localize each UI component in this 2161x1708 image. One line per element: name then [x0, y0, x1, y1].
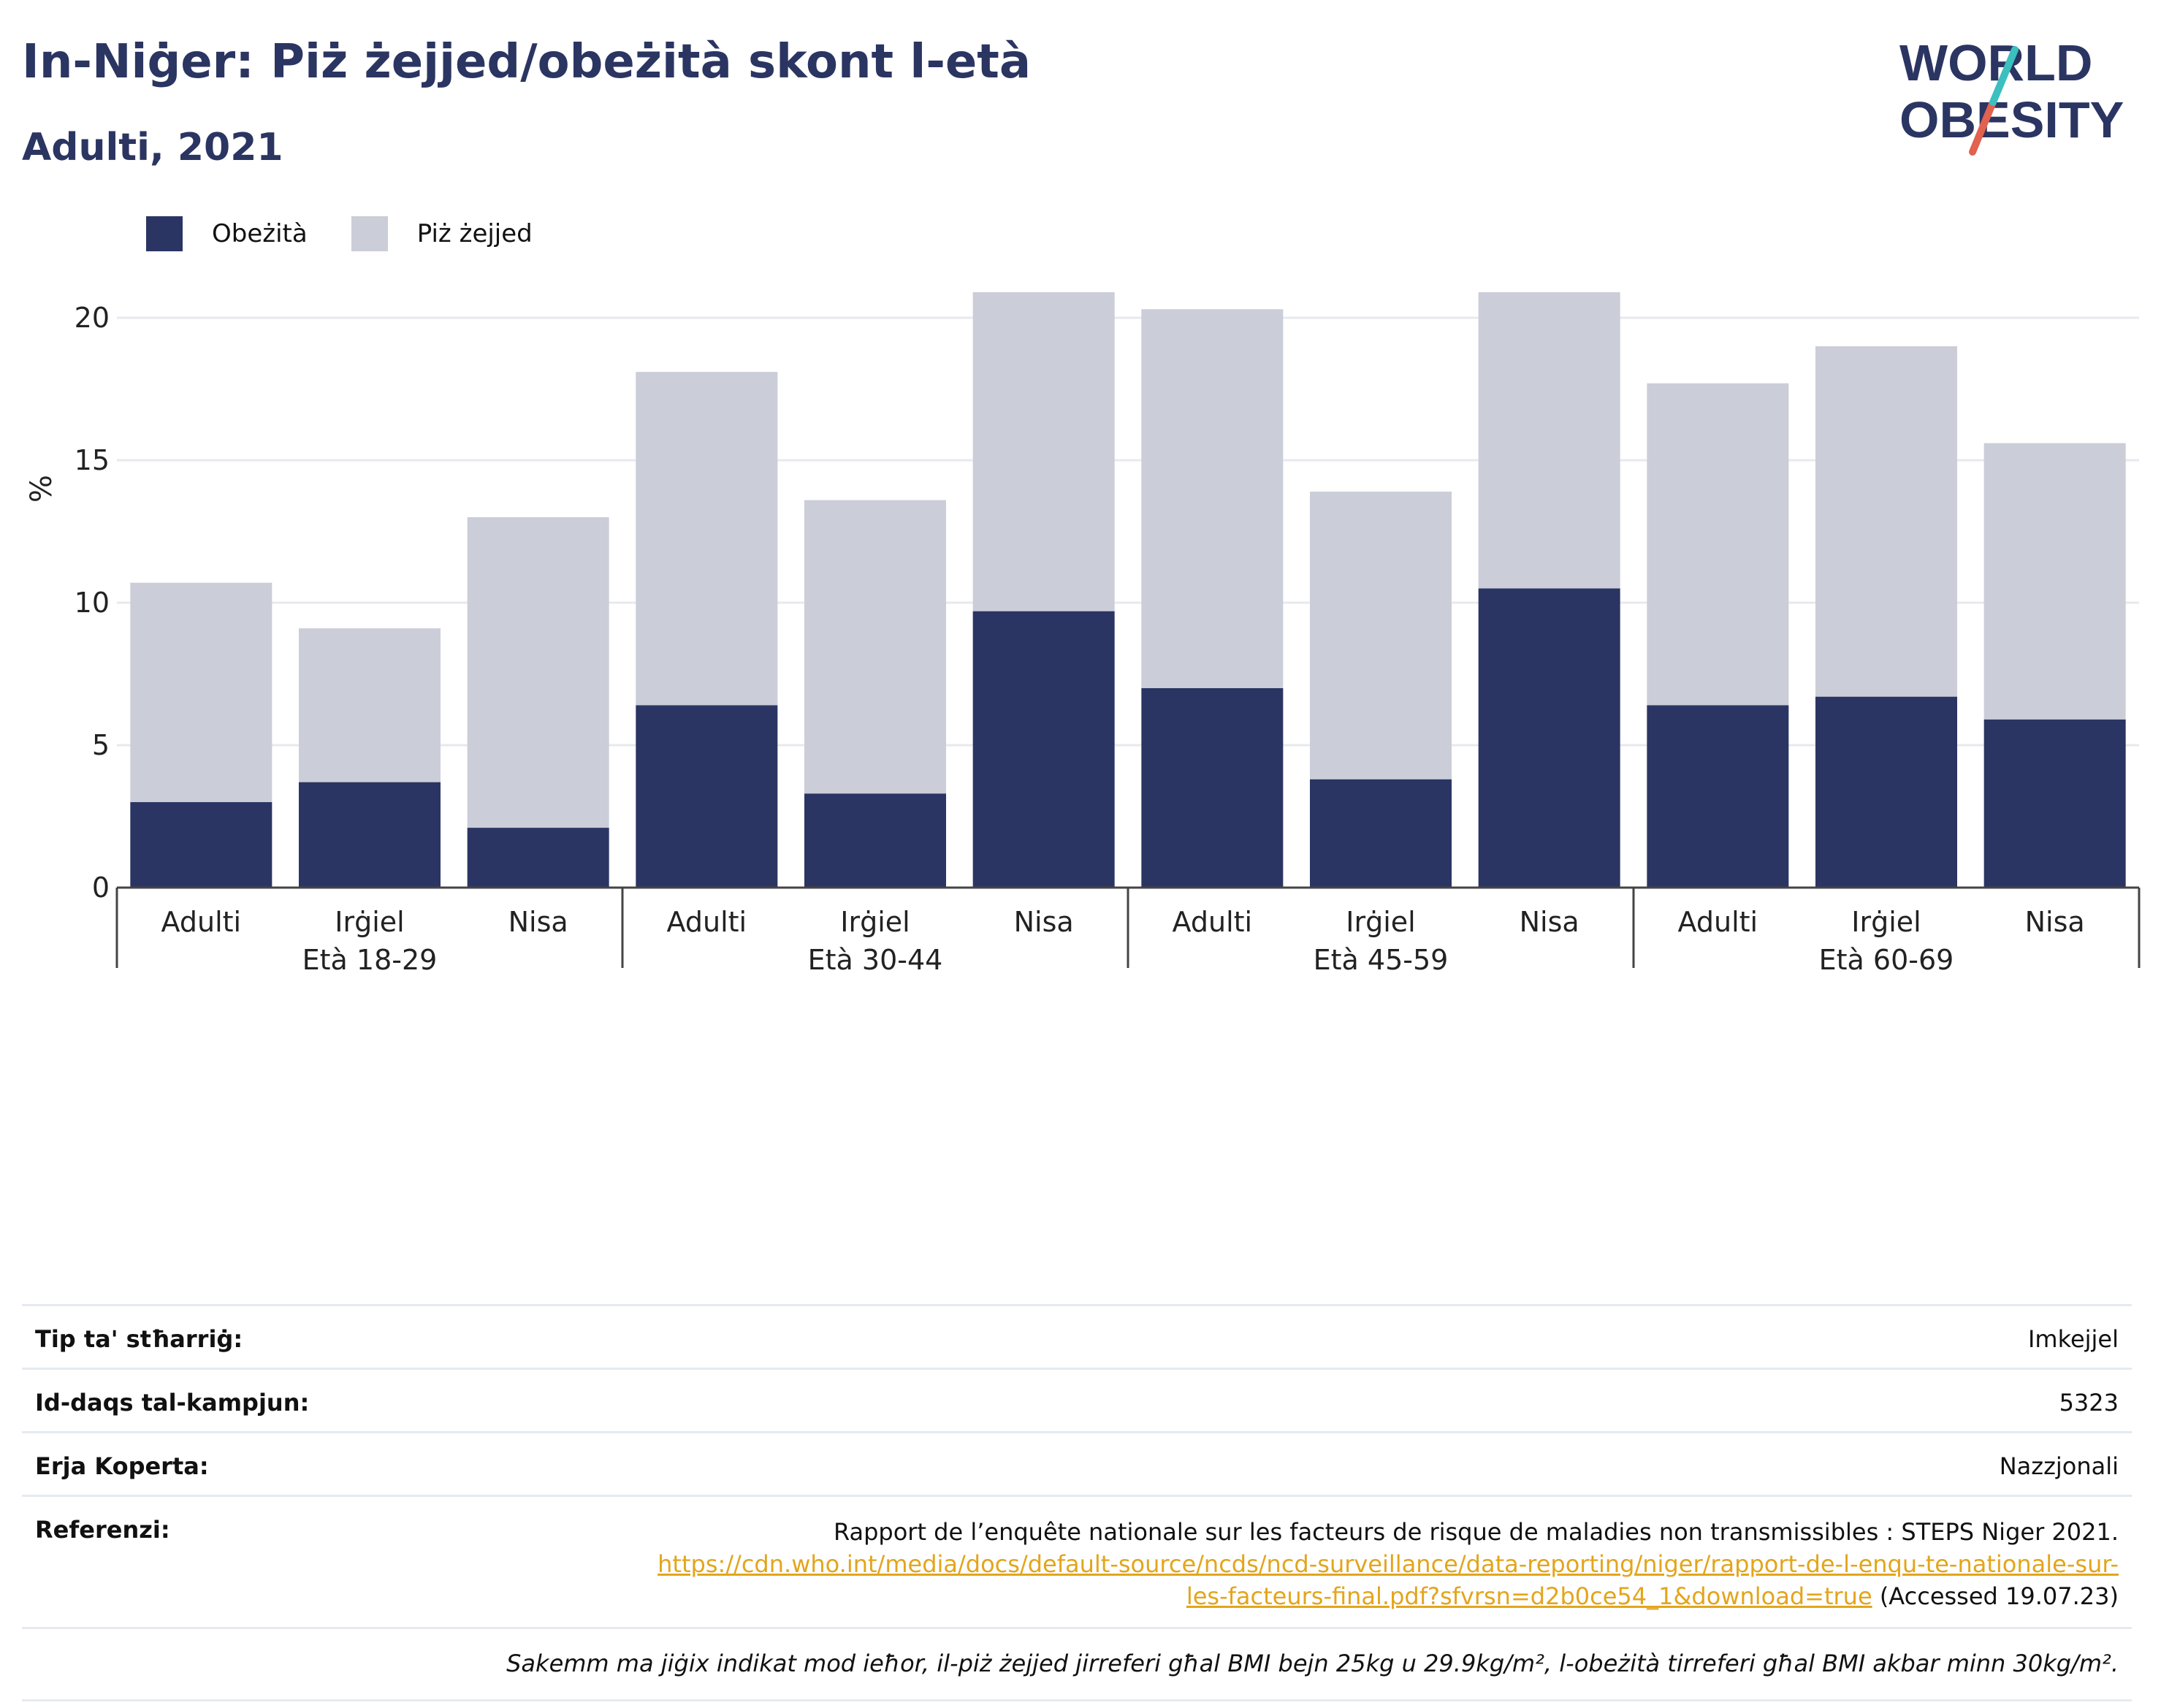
logo-line1: WORLD [1899, 34, 2092, 91]
y-axis-label: % [25, 475, 58, 503]
x-tick-label: Irġiel [1346, 906, 1415, 938]
bar-overweight [1478, 292, 1620, 589]
bar-overweight [636, 372, 778, 706]
bar-chart: 0510152025%AdultiIrġielNisaAdultiIrġielN… [25, 292, 2141, 976]
footnote: Sakemm ma jiġix indikat mod ieħor, il-pi… [22, 1627, 2132, 1701]
bar-overweight [130, 582, 272, 802]
reference-text: Rapport de l’enquête nationale sur les f… [833, 1518, 2119, 1546]
bar-overweight [972, 292, 1115, 611]
meta-label: Referenzi: [35, 1516, 170, 1544]
legend-label-obesity: Obeżità [212, 219, 308, 248]
bar-obesity [1815, 696, 1957, 888]
bar-overweight [1141, 309, 1284, 688]
bar-obesity [1647, 705, 1789, 888]
bar-obesity [1310, 779, 1452, 888]
bar-overweight [1815, 346, 1957, 697]
y-tick-label: 5 [92, 729, 110, 761]
world-obesity-logo: WORLD OBESITY [1899, 34, 2124, 156]
group-label: Età 18-29 [302, 944, 438, 976]
reference-accessed: (Accessed 19.07.23) [1879, 1582, 2119, 1610]
chart-subtitle: Adulti, 2021 [22, 126, 283, 169]
group-label: Età 45-59 [1314, 944, 1449, 976]
bar-overweight [1983, 443, 2126, 720]
meta-value: Imkejjel [2027, 1325, 2119, 1353]
bar-overweight [1310, 491, 1452, 779]
x-tick-label: Nisa [1014, 906, 1074, 938]
group-label: Età 30-44 [808, 944, 943, 976]
x-tick-label: Adulti [1173, 906, 1253, 938]
logo-slash-red [1969, 99, 1997, 156]
logo-line2: OBESITY [1899, 91, 2124, 148]
bar-obesity [636, 705, 778, 888]
x-tick-label: Nisa [508, 906, 568, 938]
meta-value: Nazzjonali [1999, 1452, 2119, 1480]
chart-title: In-Niġer: Piż żejjed/obeżità skont l-età [22, 35, 1032, 89]
meta-row-references: Referenzi: Rapport de l’enquête national… [22, 1495, 2132, 1627]
bar-obesity [1983, 719, 2126, 888]
x-tick-label: Nisa [1520, 906, 1579, 938]
x-tick-label: Adulti [1678, 906, 1758, 938]
bar-obesity [804, 793, 946, 888]
x-tick-label: Nisa [2025, 906, 2085, 938]
legend: Obeżità Piż żejjed [146, 216, 576, 251]
legend-item-obesity[interactable]: Obeżità [146, 216, 308, 251]
x-tick-label: Irġiel [335, 906, 404, 938]
legend-item-overweight[interactable]: Piż żejjed [351, 216, 533, 251]
meta-row-sample-size: Id-daqs tal-kampjun: 5323 [22, 1368, 2132, 1431]
bar-overweight [1647, 383, 1789, 706]
reference-block: Rapport de l’enquête nationale sur les f… [658, 1516, 2119, 1612]
meta-label: Id-daqs tal-kampjun: [35, 1389, 310, 1417]
x-tick-label: Adulti [667, 906, 747, 938]
y-tick-label: 20 [75, 302, 110, 334]
meta-row-survey-type: Tip ta' stħarriġ: Imkejjel [22, 1304, 2132, 1368]
legend-label-overweight: Piż żejjed [416, 219, 533, 248]
bar-obesity [299, 782, 441, 888]
meta-label: Tip ta' stħarriġ: [35, 1325, 243, 1353]
y-tick-label: 0 [92, 872, 110, 904]
bar-overweight [299, 628, 441, 782]
legend-swatch-obesity [146, 216, 183, 251]
bar-obesity [130, 802, 272, 888]
x-tick-label: Irġiel [1851, 906, 1921, 938]
reference-link[interactable]: https://cdn.who.int/media/docs/default-s… [658, 1550, 2119, 1610]
x-tick-label: Adulti [161, 906, 242, 938]
group-label: Età 60-69 [1819, 944, 1954, 976]
bar-overweight [804, 500, 946, 794]
y-tick-label: 10 [75, 587, 110, 619]
bar-obesity [1141, 688, 1284, 888]
logo-slash-teal [1989, 46, 2019, 106]
legend-swatch-overweight [351, 216, 388, 251]
meta-value: 5323 [2059, 1389, 2119, 1417]
bar-obesity [467, 828, 609, 888]
bar-overweight [467, 517, 609, 828]
x-tick-label: Irġiel [840, 906, 910, 938]
bar-obesity [1478, 588, 1620, 888]
metadata-table: Tip ta' stħarriġ: Imkejjel Id-daqs tal-k… [22, 1304, 2132, 1701]
meta-label: Erja Koperta: [35, 1452, 209, 1480]
bar-obesity [972, 611, 1115, 888]
y-tick-label: 15 [75, 444, 110, 476]
meta-row-area: Erja Koperta: Nazzjonali [22, 1431, 2132, 1495]
